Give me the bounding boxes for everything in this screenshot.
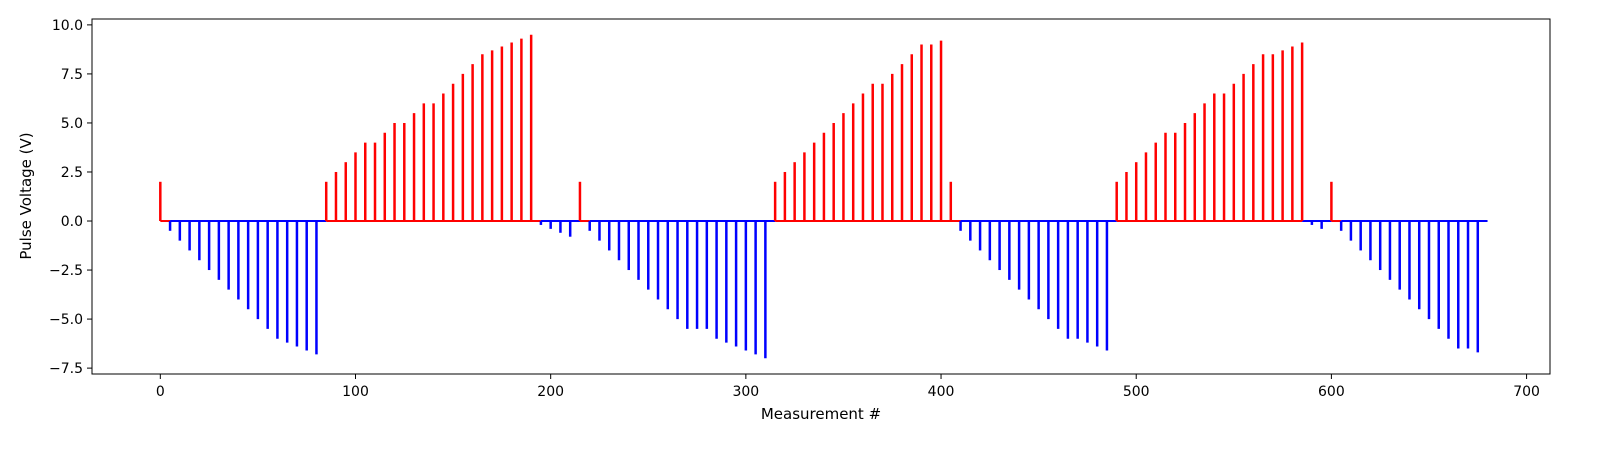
y-tick-label: −5.0	[49, 312, 83, 328]
y-tick-label: −7.5	[49, 361, 83, 377]
x-tick-label: 400	[928, 384, 955, 400]
x-tick-label: 500	[1123, 384, 1150, 400]
pulse-bars	[159, 34, 1480, 359]
x-tick-label: 0	[156, 384, 165, 400]
x-tick-label: 200	[537, 384, 564, 400]
x-tick-label: 600	[1318, 384, 1345, 400]
y-tick-label: 2.5	[61, 165, 83, 181]
y-tick-label: −2.5	[49, 263, 83, 279]
x-tick-label: 100	[342, 384, 369, 400]
y-axis-label: Pulse Voltage (V)	[17, 132, 35, 259]
x-axis-ticks: 0 100 200 300 400 500 600 700	[156, 374, 1540, 400]
y-tick-label: 0.0	[61, 214, 83, 230]
plot-area-frame	[91, 18, 1551, 375]
y-tick-label: 10.0	[52, 18, 83, 34]
y-tick-label: 5.0	[61, 116, 83, 132]
y-axis-ticks: −7.5 −5.0 −2.5 0.0 2.5 5.0 7.5 10.0	[49, 18, 92, 377]
x-axis-label: Measurement #	[761, 405, 881, 423]
x-tick-label: 700	[1513, 384, 1540, 400]
y-tick-label: 7.5	[61, 67, 83, 83]
x-tick-label: 300	[732, 384, 759, 400]
